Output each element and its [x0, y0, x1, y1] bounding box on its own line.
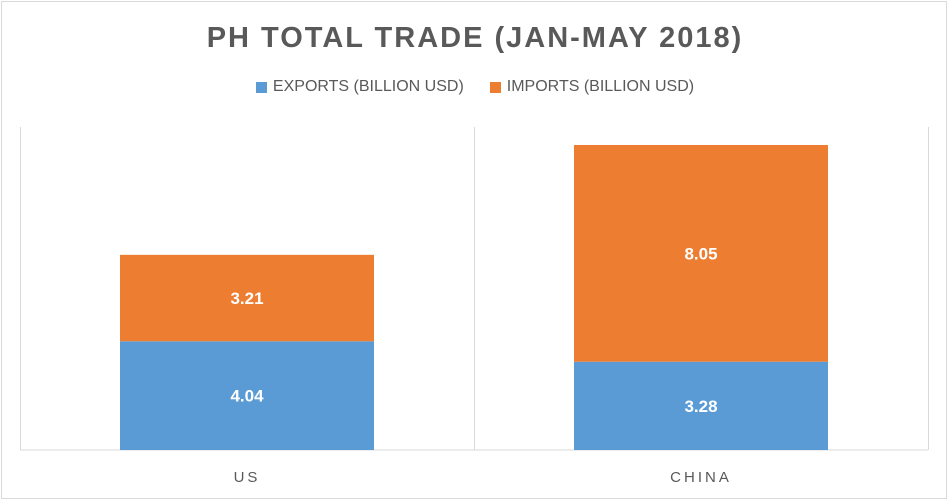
- category-label-china: CHINA: [670, 469, 732, 486]
- legend-item-exports: EXPORTS (BILLION USD): [255, 78, 464, 96]
- legend-label-exports: EXPORTS (BILLION USD): [272, 78, 464, 95]
- data-label-china-imports: 8.05: [684, 244, 717, 263]
- legend: EXPORTS (BILLION USD) IMPORTS (BILLION U…: [2, 78, 948, 96]
- bar-china-exports: [574, 361, 828, 450]
- bar-us-imports: [120, 254, 374, 342]
- legend-item-imports: IMPORTS (BILLION USD): [489, 78, 695, 96]
- legend-swatch-exports: [255, 81, 267, 93]
- legend-label-imports: IMPORTS (BILLION USD): [506, 78, 695, 95]
- chart-title: PH TOTAL TRADE (JAN-MAY 2018): [206, 22, 744, 54]
- bar-china-imports: [574, 145, 828, 362]
- legend-swatch-imports: [489, 81, 501, 93]
- bar-us-exports: [120, 341, 374, 450]
- data-label-us-imports: 3.21: [230, 289, 263, 308]
- data-label-us-exports: 4.04: [230, 387, 264, 406]
- data-label-china-exports: 3.28: [684, 397, 717, 416]
- category-label-us: US: [234, 469, 261, 486]
